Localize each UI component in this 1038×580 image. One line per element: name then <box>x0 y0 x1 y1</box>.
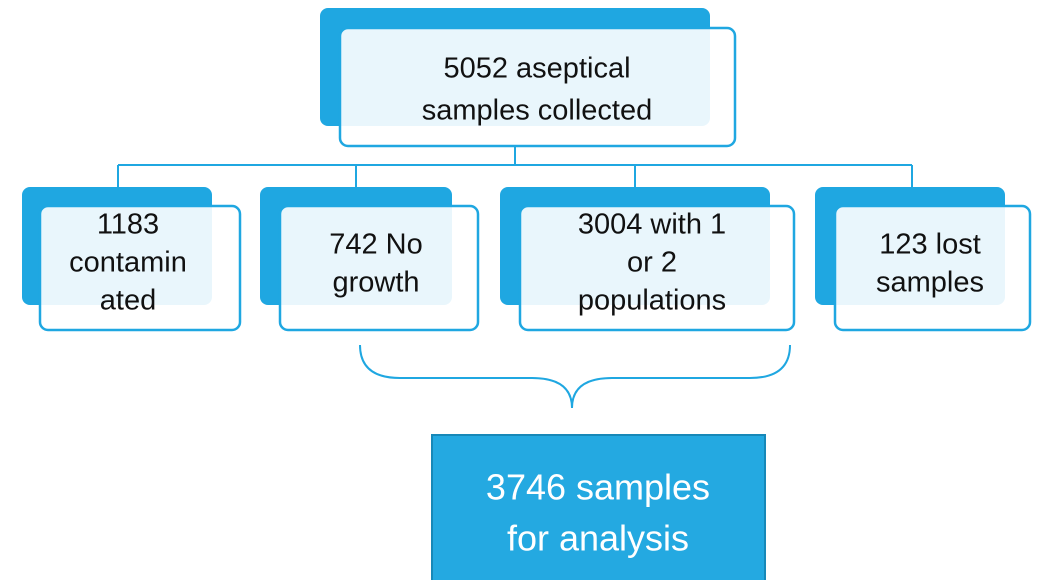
node-box <box>833 204 1032 332</box>
node-text: 742 No <box>329 229 423 261</box>
node-box <box>338 26 737 148</box>
node-box <box>518 204 796 332</box>
node-text: or 2 <box>627 247 677 279</box>
node-box <box>278 204 480 332</box>
node-text: samples collected <box>422 95 653 127</box>
result-text: for analysis <box>507 518 689 559</box>
node-text: populations <box>578 285 726 317</box>
brace <box>359 344 791 409</box>
node-box <box>38 204 242 332</box>
node-text: ated <box>100 285 156 317</box>
node-text: samples <box>876 267 984 299</box>
node-text: contamin <box>69 247 187 279</box>
result-box <box>431 434 766 580</box>
node-text: 1183 <box>97 209 159 241</box>
connector <box>117 145 913 187</box>
node-text: growth <box>332 267 419 299</box>
result-text: 3746 samples <box>486 467 710 508</box>
node-text: 3004 with 1 <box>578 209 726 241</box>
node-text: 123 lost <box>879 229 981 261</box>
node-text: 5052 aseptical <box>443 53 630 85</box>
